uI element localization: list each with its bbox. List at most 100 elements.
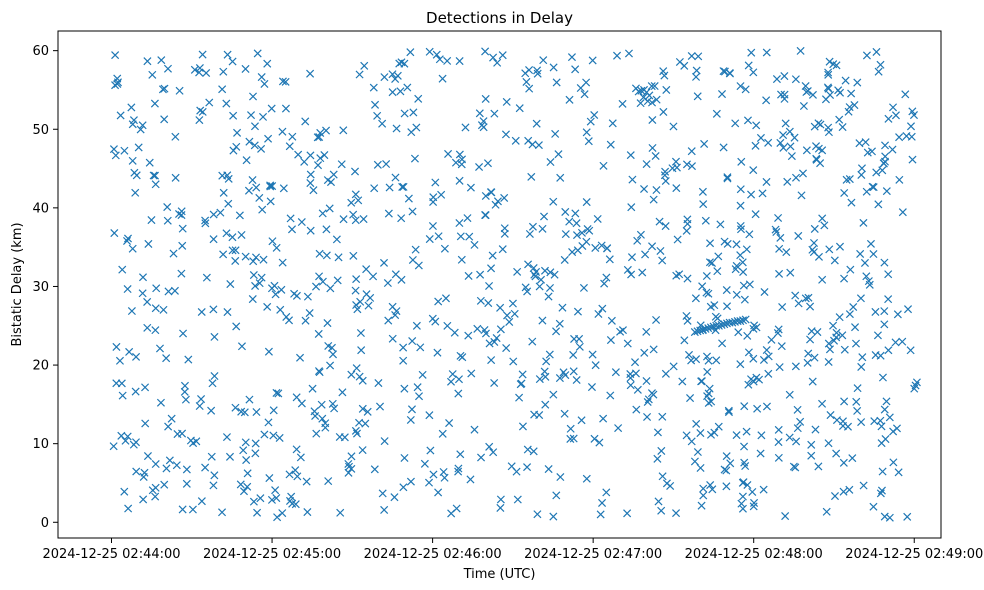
- detection-point-545: [223, 308, 232, 317]
- detection-point-489: [476, 270, 485, 279]
- detection-point-561: [210, 372, 219, 381]
- detection-point-896: [822, 507, 831, 516]
- detection-point-169: [540, 212, 549, 221]
- detection-point-705: [340, 433, 349, 442]
- detection-point-44: [706, 239, 715, 248]
- detection-point-13: [122, 236, 132, 245]
- detection-point-153: [437, 190, 446, 199]
- detection-point-217: [454, 389, 463, 398]
- detection-point-301: [528, 337, 537, 346]
- detection-point-298: [658, 256, 667, 265]
- detection-point-800: [171, 173, 180, 182]
- detection-point-256: [633, 236, 642, 245]
- detection-point-268: [672, 509, 681, 518]
- detection-point-586: [740, 458, 749, 467]
- detection-point-829: [801, 294, 810, 303]
- detection-point-608: [444, 149, 453, 158]
- detection-point-646: [751, 210, 760, 219]
- detection-point-170: [808, 377, 817, 386]
- detection-point-797: [258, 205, 267, 214]
- detection-point-1019: [259, 255, 268, 264]
- detection-point-724: [162, 354, 171, 363]
- detection-point-1002: [366, 293, 375, 302]
- detection-point-549: [606, 140, 615, 149]
- detection-point-1127: [113, 78, 123, 87]
- detection-point-1097: [229, 111, 238, 120]
- detection-point-980: [773, 329, 782, 338]
- detection-point-1150: [690, 328, 699, 337]
- detection-point-477: [880, 307, 889, 316]
- detection-point-150: [661, 167, 670, 176]
- detection-point-885: [300, 157, 309, 166]
- detection-point-1022: [807, 440, 816, 449]
- detection-point-146: [178, 241, 187, 250]
- detection-point-164: [228, 233, 237, 242]
- detection-point-114: [239, 487, 249, 496]
- detection-point-1031: [734, 328, 743, 337]
- detection-point-952: [812, 154, 821, 163]
- detection-point-279: [575, 342, 584, 351]
- detection-point-956: [702, 271, 711, 281]
- detection-point-139: [143, 323, 152, 332]
- detection-point-727: [807, 327, 816, 336]
- detection-point-685: [391, 270, 400, 279]
- detection-point-934: [512, 467, 521, 476]
- detection-point-726: [115, 356, 124, 365]
- detection-point-1116: [856, 249, 865, 258]
- detection-point-874: [675, 57, 684, 67]
- detection-point-212: [358, 446, 367, 455]
- detection-point-1033: [830, 256, 839, 265]
- detection-point-467: [529, 263, 538, 273]
- detection-point-336: [853, 78, 862, 87]
- detection-point-144: [708, 485, 717, 494]
- detection-point-85: [845, 310, 854, 319]
- detection-point-1020: [224, 174, 233, 183]
- detection-point-16: [762, 96, 771, 105]
- detection-point-868: [461, 123, 470, 132]
- detection-point-1017: [369, 272, 378, 281]
- detection-point-993: [192, 437, 201, 446]
- detection-point-700: [359, 215, 368, 224]
- detection-point-527: [151, 304, 160, 313]
- detection-point-333: [124, 504, 133, 513]
- detection-point-496: [774, 213, 783, 223]
- detection-point-310: [738, 258, 747, 267]
- detection-point-184: [244, 186, 253, 195]
- detection-point-231: [209, 305, 218, 314]
- detection-point-842: [252, 183, 261, 192]
- detection-point-962: [719, 67, 728, 76]
- detection-point-1004: [668, 164, 677, 173]
- detection-point-1001: [777, 90, 786, 99]
- detection-point-207: [719, 143, 728, 152]
- detection-point-159: [305, 309, 314, 318]
- detection-point-833: [878, 166, 887, 175]
- detection-point-465: [306, 179, 315, 188]
- detection-point-281: [757, 431, 766, 440]
- detection-point-1035: [489, 53, 498, 62]
- detection-point-715: [888, 145, 897, 154]
- detection-point-643: [804, 293, 813, 302]
- detection-point-910: [400, 109, 409, 118]
- detection-point-120: [155, 344, 165, 353]
- detection-point-792: [117, 379, 126, 388]
- detection-point-916: [489, 448, 498, 457]
- detection-point-969: [324, 477, 333, 486]
- detection-point-923: [749, 68, 758, 77]
- detection-point-483: [692, 66, 701, 75]
- detection-point-211: [786, 268, 795, 277]
- detection-point-879: [447, 509, 456, 518]
- detection-point-1039: [138, 273, 148, 282]
- detection-point-55: [188, 505, 197, 514]
- detection-point-750: [404, 194, 413, 203]
- detection-point-535: [281, 104, 290, 113]
- detection-point-564: [572, 231, 582, 240]
- detection-point-108: [802, 146, 811, 155]
- detection-point-998: [138, 289, 147, 298]
- detection-point-1062: [738, 492, 747, 501]
- detection-point-445: [123, 284, 132, 294]
- detection-point-51: [347, 370, 356, 379]
- detection-point-234: [840, 345, 849, 354]
- detection-point-1177: [650, 81, 659, 91]
- detection-point-644: [824, 123, 833, 132]
- detection-point-804: [306, 151, 315, 160]
